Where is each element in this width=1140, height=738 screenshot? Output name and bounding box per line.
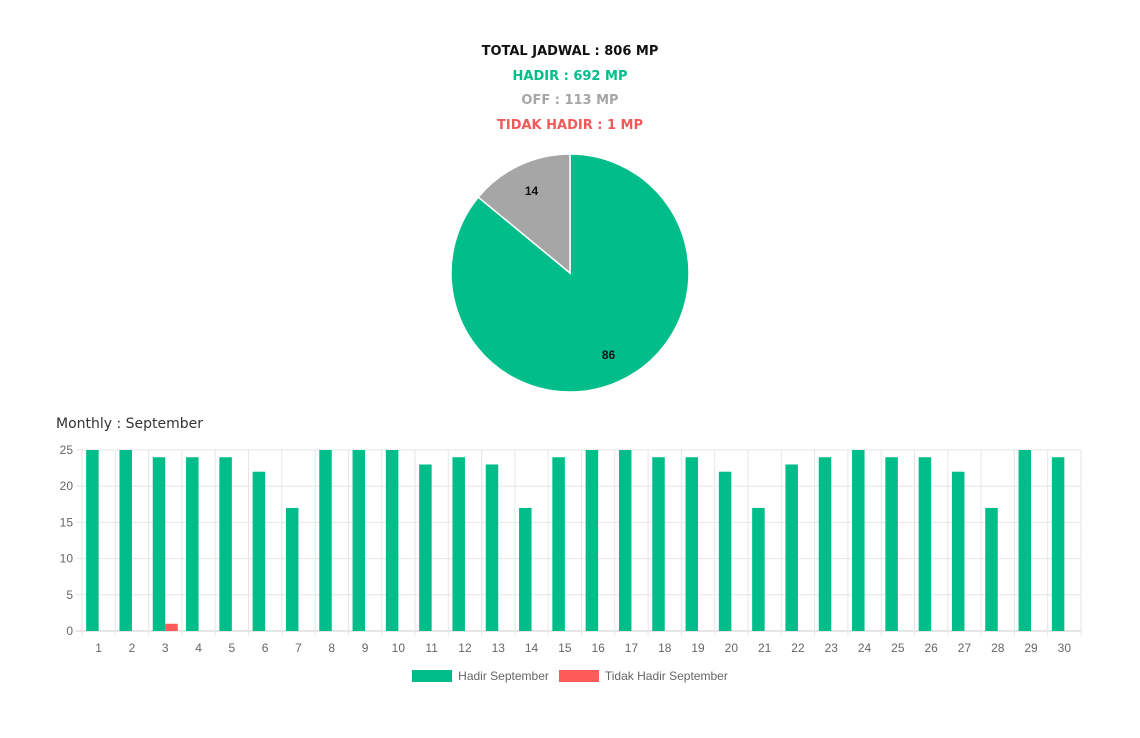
x-tick-label: 17 <box>625 641 639 655</box>
bar-hadir-september[interactable] <box>818 457 832 631</box>
pie-slice-off[interactable] <box>477 153 571 275</box>
bar-hadir-september[interactable] <box>852 450 865 631</box>
legend-swatch-tidak-hadir <box>558 670 599 682</box>
x-tick-label: 18 <box>658 641 672 655</box>
bar-hadir-september[interactable] <box>285 507 299 631</box>
x-tick-label: 23 <box>825 641 839 655</box>
bar-hadir-september[interactable] <box>252 471 266 631</box>
bar-hadir-september[interactable] <box>685 457 699 631</box>
y-tick-label: 15 <box>60 515 74 529</box>
tidak-hadir-label: TIDAK HADIR : 1 MP <box>496 118 644 134</box>
x-tick-label: 25 <box>891 641 905 655</box>
x-tick-label: 4 <box>195 641 202 655</box>
x-tick-label: 8 <box>328 641 335 655</box>
bar-hadir-september[interactable] <box>519 507 532 631</box>
x-tick-label: 24 <box>858 641 872 655</box>
bar-hadir-september[interactable] <box>752 507 765 631</box>
y-tick-label: 10 <box>60 552 74 566</box>
bar-hadir-september[interactable] <box>419 464 432 631</box>
x-tick-label: 10 <box>392 641 406 655</box>
bar-hadir-september[interactable] <box>485 464 499 631</box>
bar-hadir-september[interactable] <box>186 457 199 631</box>
bar-hadir-september[interactable] <box>119 450 132 631</box>
bar-hadir-september[interactable] <box>785 464 798 631</box>
legend-item-tidak-hadir[interactable]: Tidak Hadir September <box>558 669 728 683</box>
legend-label-tidak-hadir: Tidak Hadir September <box>604 669 728 683</box>
x-tick-label: 9 <box>362 641 369 655</box>
x-tick-label: 6 <box>262 641 269 655</box>
pie-label-hadir: 86 <box>602 348 616 362</box>
x-tick-label: 21 <box>758 641 772 655</box>
x-tick-label: 7 <box>295 641 302 655</box>
x-tick-label: 11 <box>425 641 438 655</box>
x-tick-label: 12 <box>458 641 472 655</box>
bar-hadir-september[interactable] <box>352 450 366 631</box>
chart-legend: Hadir September Tidak Hadir September <box>0 669 1140 683</box>
x-tick-label: 30 <box>1058 641 1072 655</box>
bar-hadir-september[interactable] <box>1051 457 1065 631</box>
x-tick-label: 1 <box>95 641 102 655</box>
x-tick-label: 19 <box>691 641 705 655</box>
y-tick-label: 0 <box>66 624 73 638</box>
y-tick-label: 20 <box>60 479 74 493</box>
x-tick-label: 29 <box>1024 641 1038 655</box>
bar-hadir-september[interactable] <box>552 457 565 631</box>
x-tick-label: 16 <box>591 641 605 655</box>
x-tick-label: 27 <box>958 641 972 655</box>
off-label: OFF : 113 MP <box>521 93 619 109</box>
y-tick-label: 25 <box>60 443 74 457</box>
x-tick-label: 13 <box>492 641 506 655</box>
bar-hadir-september[interactable] <box>718 471 732 631</box>
bar-hadir-september[interactable] <box>385 450 399 631</box>
pie-svg: 86 14 <box>450 153 690 393</box>
x-tick-label: 14 <box>525 641 539 655</box>
pie-label-off: 14 <box>525 184 539 198</box>
bar-hadir-september[interactable] <box>985 507 998 631</box>
bar-tidak-hadir-september[interactable] <box>165 623 178 631</box>
x-tick-label: 22 <box>791 641 805 655</box>
bar-hadir-september[interactable] <box>618 450 632 631</box>
bar-hadir-september[interactable] <box>152 457 166 631</box>
x-tick-label: 5 <box>229 641 236 655</box>
x-tick-label: 28 <box>991 641 1005 655</box>
bar-hadir-september[interactable] <box>86 450 99 631</box>
bar-hadir-september[interactable] <box>219 457 232 631</box>
hadir-label: HADIR : 692 MP <box>512 68 628 84</box>
bar-hadir-september[interactable] <box>885 457 898 631</box>
bar-hadir-september[interactable] <box>452 457 465 631</box>
bar-hadir-september[interactable] <box>652 457 665 631</box>
total-jadwal-label: TOTAL JADWAL : 806 MP <box>481 44 659 59</box>
monthly-title: Monthly : September <box>56 416 204 432</box>
legend-swatch-hadir <box>412 670 453 682</box>
x-tick-label: 3 <box>162 641 169 655</box>
bar-hadir-september[interactable] <box>319 450 332 631</box>
monthly-bar-chart: 0 5 10 15 20 25 1 2 3 4 5 6 7 8 9 10 11 12 13 14 15 16 17 18 19 2… <box>40 436 1100 668</box>
bar-hadir-september[interactable] <box>1018 450 1032 631</box>
y-tick-label: 5 <box>66 588 73 602</box>
attendance-summary: TOTAL JADWAL : 806 MP HADIR : 692 MP OFF… <box>0 40 1140 139</box>
x-tick-label: 2 <box>129 641 136 655</box>
x-tick-label: 26 <box>924 641 938 655</box>
legend-label-hadir: Hadir September <box>458 669 549 683</box>
bar-hadir-september[interactable] <box>951 471 965 631</box>
attendance-pie-chart: 86 14 <box>449 152 691 394</box>
x-tick-label: 15 <box>558 641 572 655</box>
legend-item-hadir[interactable]: Hadir September <box>412 669 549 683</box>
bar-hadir-september[interactable] <box>918 457 932 631</box>
x-tick-label: 20 <box>725 641 739 655</box>
bar-hadir-september[interactable] <box>585 450 599 631</box>
